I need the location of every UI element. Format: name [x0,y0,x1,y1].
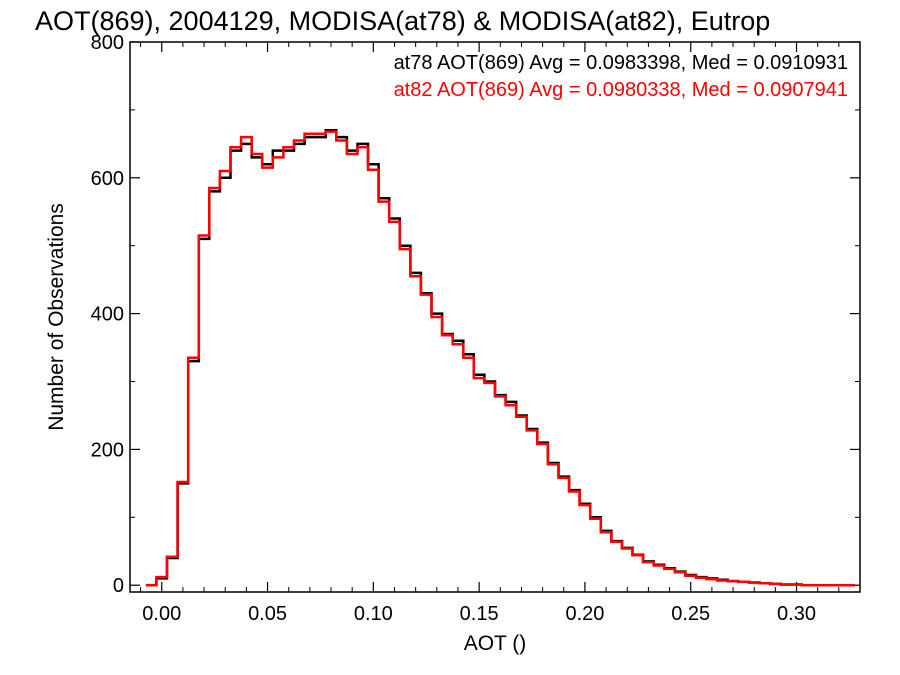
x-tick-label: 0.25 [671,603,710,625]
x-axis: 0.00 0.05 0.10 0.15 0.20 0.25 0.30 [140,42,840,625]
legend-entry-at78: at78 AOT(869) Avg = 0.0983398, Med = 0.0… [394,52,848,74]
series-line-at82 [145,130,855,587]
y-tick-label: 800 [91,32,124,54]
plot-frame [129,41,861,593]
chart-title: AOT(869), 2004129, MODISA(at78) & MODISA… [35,6,770,36]
x-axis-label: AOT () [464,632,527,655]
x-tick-label: 0.05 [248,603,287,625]
series-line-at78 [145,129,855,587]
x-tick-label: 0.10 [354,603,393,625]
y-tick-label: 600 [91,168,124,190]
x-tick-label: 0.20 [565,603,604,625]
x-tick-label: 0.15 [460,603,499,625]
x-tick-label: 0.00 [142,603,181,625]
y-tick-label: 0 [113,575,124,597]
y-tick-label: 200 [91,439,124,461]
y-axis: 0 200 400 600 800 [91,32,860,597]
y-tick-label: 400 [91,304,124,326]
x-tick-label: 0.30 [777,603,816,625]
series-layer [145,129,855,587]
legend-entry-at82: at82 AOT(869) Avg = 0.0980338, Med = 0.0… [394,79,848,101]
y-axis-label: Number of Observations [45,203,68,431]
